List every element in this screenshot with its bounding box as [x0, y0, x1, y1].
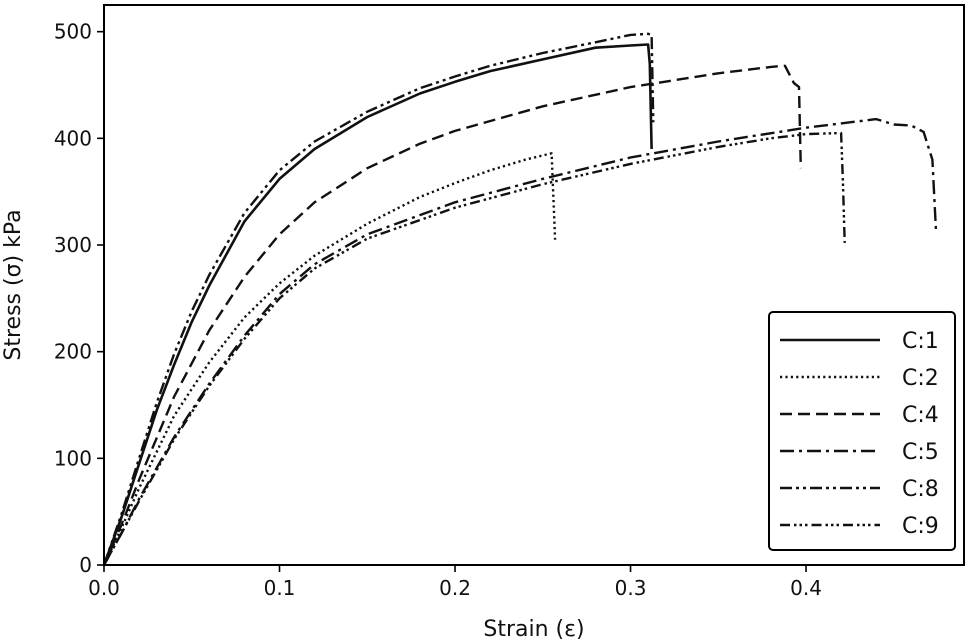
y-tick-label: 500: [54, 20, 92, 44]
series-line-6: [102, 131, 846, 566]
y-tick-label: 200: [54, 340, 92, 364]
x-tick-label: 0.4: [790, 576, 822, 600]
legend-label-3: C:4: [902, 403, 939, 428]
axes-frame: [103, 4, 965, 566]
y-tick-label: 100: [54, 446, 92, 470]
x-tick-label: 0.1: [264, 576, 296, 600]
legend-label-2: C:2: [902, 366, 939, 391]
legend-label-1: C:1: [902, 329, 939, 354]
x-tick-label: 0.2: [439, 576, 471, 600]
x-tick-label: 0.3: [615, 576, 647, 600]
y-tick-label: 300: [54, 233, 92, 257]
legend-label-5: C:8: [902, 477, 939, 502]
series-line-5: [102, 32, 655, 566]
series-line-3: [102, 64, 802, 566]
x-axis-label: Strain (ε): [483, 617, 584, 642]
y-axis-label: Stress (σ) kPa: [1, 209, 26, 360]
series-line-1: [102, 43, 653, 566]
legend-label-4: C:5: [902, 440, 939, 465]
y-axis-ticks: 0 100 200 300 400 500: [54, 20, 104, 577]
y-tick-label: 0: [79, 553, 92, 577]
legend-label-6: C:9: [902, 514, 939, 539]
x-tick-label: 0.0: [88, 576, 120, 600]
series-lines: [102, 32, 938, 566]
y-tick-label: 400: [54, 126, 92, 150]
legend-box: [768, 311, 956, 551]
series-line-2: [102, 152, 557, 566]
x-axis-ticks: 0.0 0.1 0.2 0.3 0.4: [88, 565, 822, 600]
legend: C:1 C:2 C:4 C:5 C:8 C:9: [768, 311, 956, 551]
